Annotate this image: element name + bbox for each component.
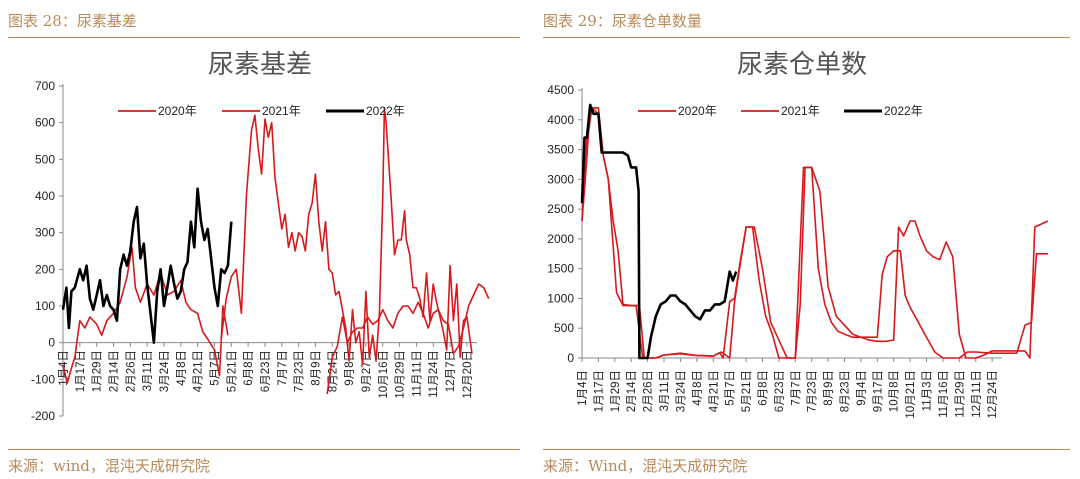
legend-label: 2020年 — [678, 104, 717, 118]
x-tick-label: 7月23日 — [807, 370, 819, 412]
y-tick-label: -200 — [31, 409, 55, 423]
x-tick-label: 8月9日 — [823, 370, 835, 406]
chart-title: 尿素仓单数 — [737, 49, 867, 79]
series-line-2 — [326, 283, 490, 395]
x-tick-label: 6月8日 — [757, 370, 769, 406]
legend-label: 2022年 — [366, 104, 405, 118]
x-tick-label: 1月17日 — [75, 350, 87, 392]
y-tick-label: 2000 — [547, 232, 574, 246]
x-tick-label: 11月16日 — [938, 370, 950, 418]
series-line-0 — [62, 246, 229, 384]
x-tick-label: 8月23日 — [840, 370, 852, 412]
y-tick-label: 4500 — [547, 83, 574, 97]
x-tick-label: 4月8日 — [692, 370, 704, 406]
y-tick-label: -100 — [31, 372, 55, 386]
x-tick-label: 1月29日 — [92, 350, 104, 392]
y-tick-label: 3000 — [547, 172, 574, 186]
source-note: 来源：wind，混沌天成研究院 — [8, 457, 210, 475]
series-line-1 — [581, 107, 1048, 359]
x-tick-label: 8月24日 — [327, 350, 339, 392]
y-tick-label: 0 — [48, 336, 55, 350]
x-tick-label: 12月11日 — [971, 370, 983, 418]
x-tick-label: 9月17日 — [872, 370, 884, 412]
x-tick-label: 1月29日 — [610, 370, 622, 412]
x-tick-label: 1月4日 — [577, 370, 589, 406]
x-tick-label: 10月16日 — [378, 350, 390, 399]
x-tick-label: 9月27日 — [361, 350, 373, 392]
y-tick-label: 4000 — [547, 113, 574, 127]
y-tick-label: 1000 — [547, 291, 574, 305]
legend-label: 2020年 — [158, 104, 197, 118]
x-tick-label: 2月26日 — [125, 350, 137, 392]
x-tick-label: 2月14日 — [108, 350, 120, 392]
right-figure-panel: 图表 29：尿素仓单数量 尿素仓单数 0 500 1000 1500 2000 2500 30… — [540, 0, 1080, 479]
series-line-3 — [61, 187, 233, 344]
figure-caption: 图表 29：尿素仓单数量 — [543, 12, 702, 30]
x-tick-label: 3月11日 — [659, 370, 671, 411]
y-tick-label: 3500 — [547, 143, 574, 157]
x-tick-label: 6月23日 — [260, 350, 272, 392]
x-tick-label: 3月24日 — [159, 350, 171, 392]
y-tick-label: 500 — [554, 321, 574, 335]
x-tick-label: 12月24日 — [987, 370, 999, 419]
series-line-1 — [220, 107, 473, 366]
x-tick-label: 5月7日 — [209, 350, 221, 386]
figure-caption: 图表 28：尿素基差 — [8, 12, 137, 30]
x-tick-label: 7月7日 — [277, 350, 289, 386]
x-tick-label: 4月21日 — [193, 350, 205, 392]
legend-label: 2021年 — [262, 104, 301, 118]
x-tick-label: 11月11日 — [411, 350, 423, 397]
x-tick-label: 6月8日 — [243, 350, 255, 386]
legend-label: 2022年 — [884, 104, 923, 118]
source-rule — [8, 449, 520, 450]
x-tick-label: 7月7日 — [790, 370, 802, 406]
y-tick-label: 200 — [35, 262, 55, 276]
x-tick-label: 9月8日 — [344, 350, 356, 386]
y-tick-label: 2500 — [547, 202, 574, 216]
caption-rule — [543, 37, 1070, 38]
y-tick-label: 500 — [35, 152, 55, 166]
x-tick-label: 11月29日 — [954, 370, 966, 418]
y-tick-label: 100 — [35, 299, 55, 313]
x-tick-label: 4月21日 — [708, 370, 720, 412]
left-figure-panel: 图表 28：尿素基差 尿素基差 -200 -100 0 100 200 300 400 500 6… — [8, 12, 520, 475]
series-line-0 — [581, 107, 1049, 359]
x-tick-label: 5月21日 — [741, 370, 753, 412]
legend-label: 2021年 — [781, 104, 820, 118]
x-tick-label: 3月24日 — [675, 370, 687, 412]
x-tick-label: 2月14日 — [626, 370, 638, 412]
x-tick-label: 2月26日 — [643, 370, 655, 412]
x-tick-label: 12月20日 — [462, 350, 474, 399]
x-tick-label: 10月21日 — [905, 370, 917, 419]
x-tick-label: 11月24日 — [428, 350, 440, 398]
y-tick-label: 300 — [35, 226, 55, 240]
x-tick-label: 12月7日 — [445, 350, 457, 392]
x-tick-label: 3月11日 — [142, 350, 154, 391]
x-tick-label: 9月4日 — [856, 370, 868, 406]
warehouse-receipt-line-chart: 尿素仓单数 0 500 1000 1500 2000 2500 3000 3500 4000 450… — [547, 49, 1049, 419]
source-note: 来源：Wind，混沌天成研究院 — [543, 457, 748, 475]
x-tick-label: 5月7日 — [725, 370, 737, 406]
x-tick-label: 5月21日 — [226, 350, 238, 392]
x-tick-label: 11月3日 — [922, 370, 934, 411]
source-rule — [543, 449, 1070, 450]
y-tick-label: 1500 — [547, 262, 574, 276]
x-tick-label: 8月9日 — [310, 350, 322, 386]
x-tick-label: 4月8日 — [176, 350, 188, 386]
x-tick-label: 10月29日 — [395, 350, 407, 399]
caption-rule — [8, 37, 520, 38]
x-tick-label: 7月23日 — [294, 350, 306, 392]
y-tick-label: 600 — [35, 116, 55, 130]
x-tick-label: 6月23日 — [774, 370, 786, 412]
x-tick-label: 10月8日 — [889, 370, 901, 412]
x-tick-label: 1月17日 — [593, 370, 605, 412]
chart-title: 尿素基差 — [208, 49, 312, 79]
series-line-2 — [580, 103, 738, 360]
y-tick-label: 700 — [35, 79, 55, 93]
y-tick-label: 400 — [35, 189, 55, 203]
y-tick-label: 0 — [567, 351, 574, 365]
